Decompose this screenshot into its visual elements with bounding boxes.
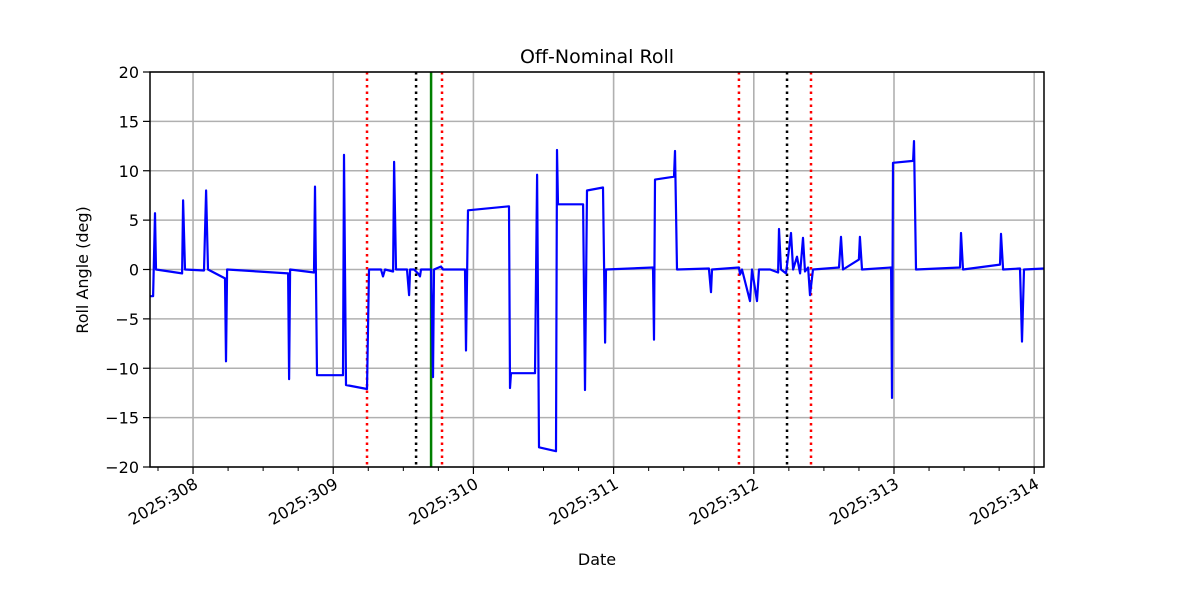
y-tick-label: −5 [115,310,139,329]
y-tick-label: 20 [119,63,139,82]
y-tick-label: 5 [129,211,139,230]
grid [150,71,1044,468]
x-tick-label: 2025:314 [966,474,1042,529]
y-tick-label: −20 [105,458,139,477]
ticks: 2025:308 2025:309 2025:310 2025:311 2025:312… [105,63,1042,529]
y-tick-label: −15 [105,409,139,428]
series-layer [150,140,1045,453]
y-tick-label: 0 [129,261,139,280]
x-tick-label: 2025:308 [125,474,201,529]
x-tick-label: 2025:312 [686,474,762,529]
series-line-roll [150,140,1045,453]
x-tick-label: 2025:309 [265,474,341,529]
y-tick-label: −10 [105,359,139,378]
x-tick-label: 2025:313 [826,474,902,529]
y-tick-label: 15 [119,112,139,131]
x-axis-label: Date [578,550,616,569]
x-tick-label: 2025:310 [406,474,482,529]
y-axis-label: Roll Angle (deg) [73,206,92,333]
x-tick-label: 2025:311 [546,474,622,529]
y-tick-label: 10 [119,162,139,181]
chart-title: Off-Nominal Roll [520,46,674,68]
